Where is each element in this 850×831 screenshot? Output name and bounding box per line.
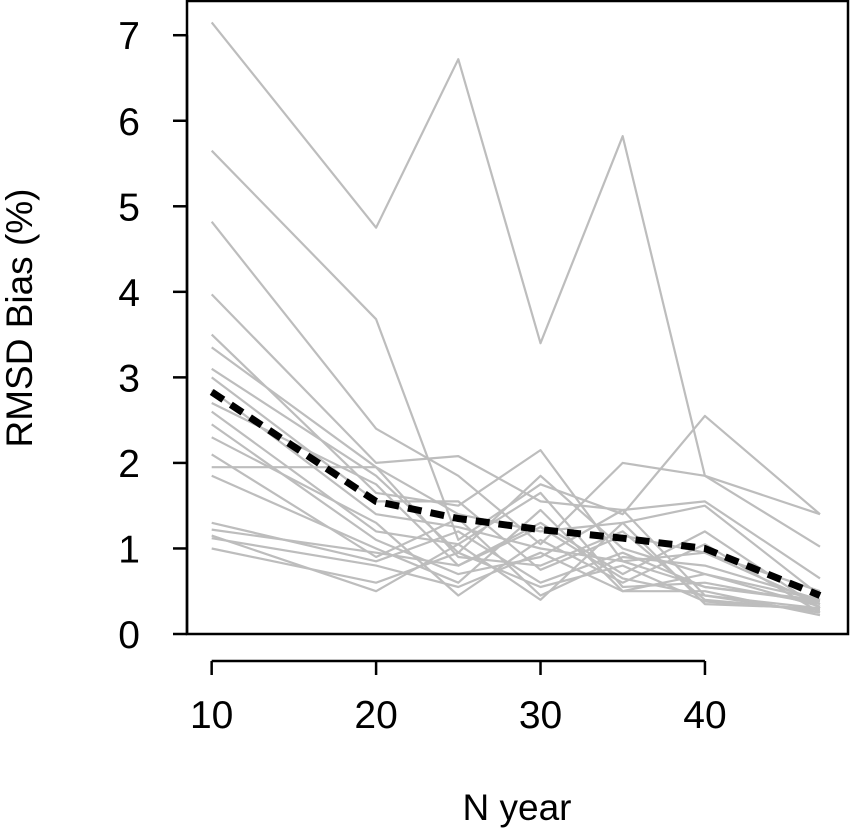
series-line-21 — [211, 547, 821, 612]
mean-layer — [209, 388, 822, 599]
y-tick-label-1: 1 — [118, 528, 140, 571]
y-tick-label-5: 5 — [118, 186, 140, 229]
mean-line — [209, 388, 822, 599]
y-tick-label-6: 6 — [118, 101, 140, 144]
y-axis: 0 1 2 3 4 5 6 7 — [118, 15, 189, 657]
series-line-11 — [211, 410, 821, 606]
series-line-3 — [210, 221, 821, 548]
series-line-18 — [211, 525, 821, 614]
x-tick-label-30: 30 — [519, 694, 562, 737]
y-tick-label-4: 4 — [118, 272, 140, 315]
series-line-16 — [211, 474, 821, 608]
series-line-4 — [210, 293, 821, 580]
series-line-15 — [211, 466, 821, 612]
y-tick-label-2: 2 — [118, 443, 140, 486]
y-tick-label-0: 0 — [118, 614, 140, 657]
y-tick-label-3: 3 — [118, 357, 140, 400]
series-line-17 — [211, 521, 821, 603]
x-tick-label-10: 10 — [190, 694, 233, 737]
series-line-1 — [210, 21, 821, 516]
series-line-10 — [211, 402, 821, 610]
y-tick-label-7: 7 — [118, 15, 140, 58]
series-line-19 — [211, 521, 821, 610]
series-line-2 — [210, 149, 821, 542]
x-tick-label-20: 20 — [354, 694, 397, 737]
x-axis-title: N year — [463, 787, 572, 828]
series-line-13 — [211, 436, 821, 614]
x-tick-label-40: 40 — [683, 694, 726, 737]
series-layer — [210, 21, 821, 617]
x-axis: 10 20 30 40 — [190, 659, 727, 737]
series-line-20 — [211, 537, 821, 617]
y-axis-title: RMSD Bias (%) — [0, 188, 40, 447]
series-line-14 — [211, 453, 821, 601]
